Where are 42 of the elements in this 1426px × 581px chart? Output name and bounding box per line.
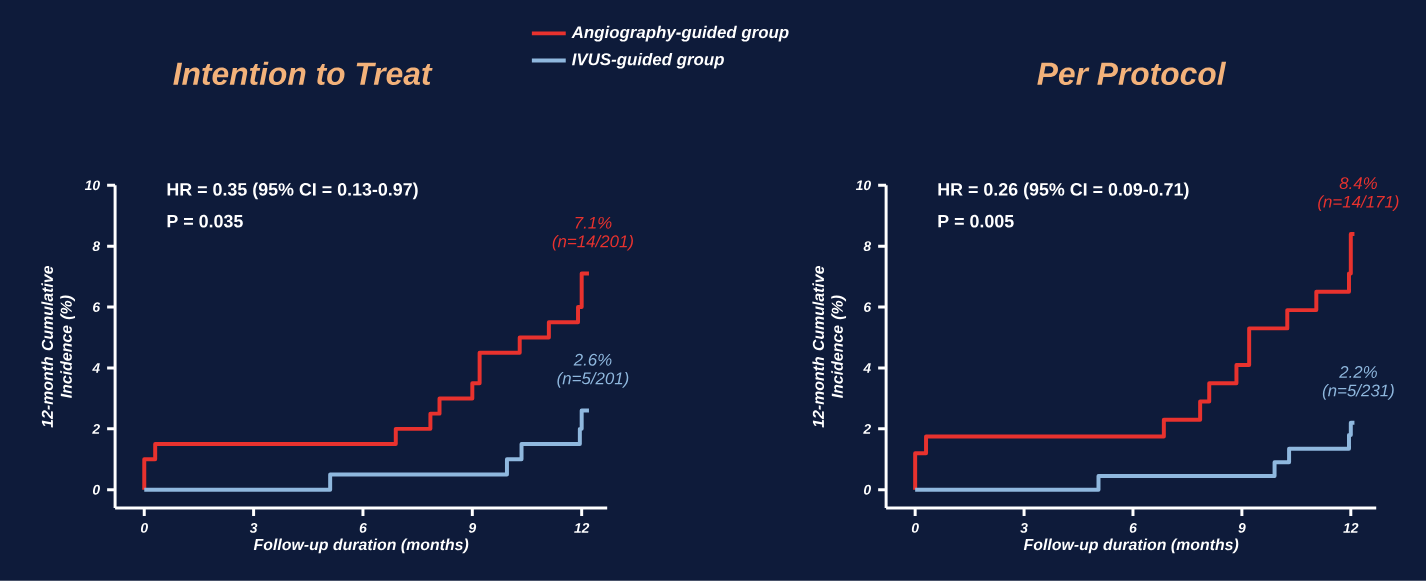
annotation: (n=5/231) — [1322, 384, 1394, 400]
annotation: P = 0.035 — [167, 215, 243, 228]
y-tick-label: 2 — [863, 424, 871, 434]
y-tick-label: 0 — [92, 484, 100, 495]
y-tick-label: 2 — [92, 424, 100, 434]
x-axis-title: Follow-up duration (months) — [253, 538, 469, 554]
annotation: 2.6% — [573, 353, 612, 366]
annotation: HR = 0.26 (95% CI = 0.09-0.71) — [938, 182, 1189, 200]
y-tick-label: 0 — [864, 484, 871, 495]
y-tick-label: 10 — [84, 180, 100, 191]
x-tick-label: 6 — [359, 523, 367, 533]
y-tick-label: 4 — [92, 363, 100, 373]
y-tick-label: 8 — [92, 241, 101, 252]
y-tick-label: 8 — [863, 241, 872, 252]
y-tick-label: 4 — [863, 363, 871, 373]
x-tick-label: 3 — [249, 523, 258, 533]
legend-label: IVUS-guided group — [572, 53, 724, 69]
annotation: P = 0.005 — [938, 215, 1014, 228]
chart-title: Per Protocol — [1037, 61, 1227, 86]
y-tick-label: 10 — [855, 180, 871, 191]
x-tick-label: 9 — [1238, 523, 1246, 533]
legend-label: Angiography-guided group — [571, 25, 789, 42]
x-axis-title: Follow-up duration (months) — [1023, 538, 1239, 554]
x-tick-label: 0 — [911, 523, 919, 533]
annotation: (n=5/201) — [557, 372, 629, 388]
annotation: 2.2% — [1339, 366, 1377, 379]
annotation: 8.4% — [1339, 177, 1377, 190]
annotation: (n=14/201) — [552, 235, 633, 251]
y-axis-title: 12-month Cumulative Incidence (%) — [812, 266, 847, 428]
y-tick-label: 6 — [864, 302, 872, 313]
x-tick-label: 3 — [1020, 523, 1028, 533]
chart-title: Intention to Treat — [173, 61, 433, 86]
y-axis-title: 12-month Cumulative Incidence (%) — [41, 266, 76, 428]
x-tick-label: 6 — [1129, 523, 1137, 533]
x-tick-label: 12 — [1343, 523, 1359, 533]
annotation: (n=14/171) — [1318, 195, 1399, 212]
annotation: HR = 0.35 (95% CI = 0.13-0.97) — [167, 182, 418, 200]
x-tick-label: 9 — [468, 523, 477, 533]
annotation: 7.1% — [575, 217, 612, 229]
y-tick-label: 6 — [93, 302, 101, 313]
x-tick-label: 12 — [574, 523, 590, 533]
x-tick-label: 0 — [140, 523, 148, 533]
